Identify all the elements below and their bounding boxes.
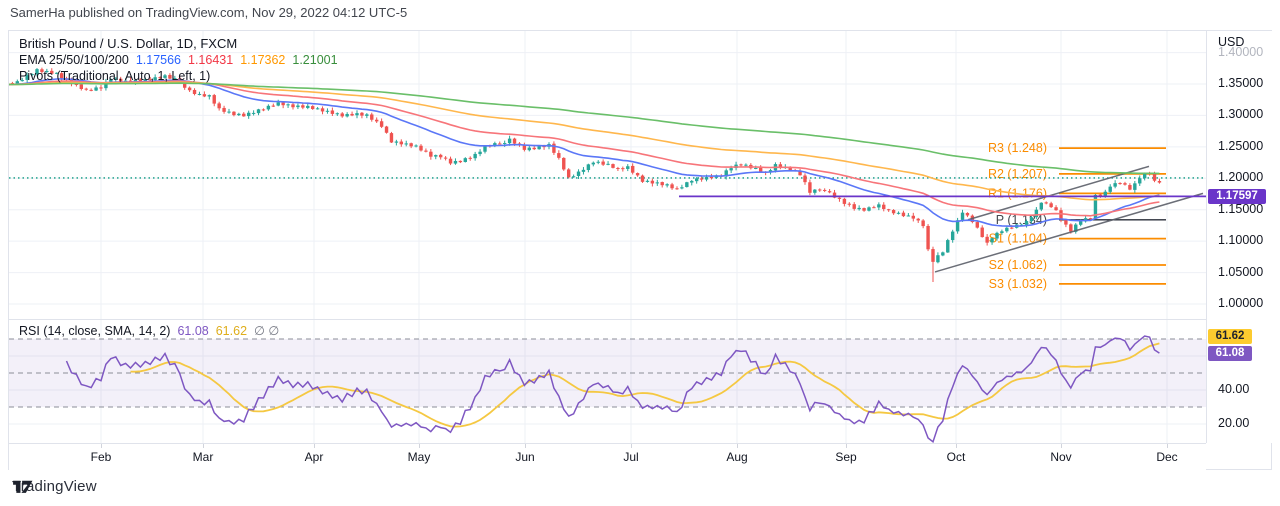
time-axis-tick (525, 444, 526, 448)
time-axis-tick (1167, 444, 1168, 448)
time-axis-label: Apr (304, 450, 324, 464)
ema-legend-row[interactable]: EMA 25/50/100/200 1.17566 1.16431 1.17362 1.… (19, 52, 338, 68)
ema-legend-value: 1.16431 (188, 53, 234, 67)
price-tick-label: 1.20000 (1218, 170, 1264, 185)
svg-text:S2 (1.062): S2 (1.062) (989, 258, 1047, 272)
rsi-ma-tag: 61.62 (1208, 329, 1252, 345)
rsi-tick-label: 40.00 (1218, 382, 1250, 396)
main-price-pane[interactable]: R3 (1.248) R2 (1.207) R1 (1.176) P (1.134) S… (9, 31, 1206, 319)
svg-text:S1 (1.104): S1 (1.104) (989, 232, 1047, 246)
time-axis-tick (1061, 444, 1062, 448)
time-axis-tick (314, 444, 315, 448)
rsi-legend: RSI (14, close, SMA, 14, 2) 61.08 61.62 ∅ ∅ (19, 323, 279, 339)
price-tick-label: 1.40000 (1218, 44, 1264, 59)
ema-25-line (9, 78, 1160, 228)
price-tick-label: 1.00000 (1218, 296, 1264, 310)
attribution-text: SamerHa published on TradingView.com, No… (10, 5, 408, 20)
time-axis-label: Sep (835, 450, 857, 464)
price-tick-label: 1.05000 (1218, 264, 1264, 279)
svg-text:S3 (1.032): S3 (1.032) (989, 277, 1047, 291)
ema-legend-value: 1.17566 (135, 53, 181, 67)
time-axis-label: Oct (946, 450, 966, 464)
rsi-pane[interactable]: RSI (14, close, SMA, 14, 2) 61.08 61.62 ∅ ∅ (9, 320, 1206, 443)
price-tick-label: 1.10000 (1218, 233, 1264, 248)
rsi-line (65, 335, 1160, 443)
time-axis-label: Jul (623, 450, 639, 464)
price-axis[interactable]: USD 1.40000 1.35000 1.30000 1.25000 1.20000 1… (1206, 31, 1272, 443)
tradingview-logo-icon (13, 480, 33, 493)
time-axis-label: Nov (1050, 450, 1072, 464)
price-axis-currency: USD (1218, 35, 1245, 49)
svg-text:R2 (1.207): R2 (1.207) (988, 167, 1047, 181)
main-legend: British Pound / U.S. Dollar, 1D, FXCM EM… (19, 36, 338, 84)
rsi-value-tag: 61.08 (1208, 346, 1252, 362)
time-axis-label: Dec (1156, 450, 1178, 464)
time-axis-tick (203, 444, 204, 448)
ema-legend-label: EMA 25/50/100/200 (19, 53, 129, 67)
time-axis-tick (631, 444, 632, 448)
ema-legend-value: 1.21001 (292, 53, 338, 67)
svg-text:P (1.134): P (1.134) (996, 213, 1047, 227)
time-axis-label: Feb (90, 450, 112, 464)
pivots-legend-row[interactable]: Pivots (Traditional, Auto, 1, Left, 1) (19, 69, 211, 83)
time-axis-label: Jun (515, 450, 535, 464)
time-axis-tick (101, 444, 102, 448)
price-tick-label: 1.15000 (1218, 201, 1264, 216)
pivot-levels-layer: R3 (1.248)R2 (1.207)R1 (1.176)P (1.134)S… (988, 141, 1166, 291)
price-tick-label: 1.25000 (1218, 138, 1264, 153)
ema-100-line (9, 81, 1160, 201)
rsi-tick-label: 20.00 (1218, 416, 1250, 430)
price-tick-label: 1.35000 (1218, 76, 1264, 90)
time-axis-label: May (407, 450, 431, 464)
price-line-tag: 1.17597 (1208, 188, 1266, 204)
chart-card: R3 (1.248) R2 (1.207) R1 (1.176) P (1.134) S… (8, 30, 1272, 470)
tradingview-logo-text: TradingView (12, 478, 97, 495)
rsi-chart[interactable] (9, 320, 1206, 443)
rsi-legend-value: 61.08 (177, 324, 209, 338)
candles-layer (9, 67, 1162, 283)
candlestick-chart[interactable]: R3 (1.248)R2 (1.207)R1 (1.176)P (1.134)S… (9, 31, 1206, 319)
time-axis[interactable]: Feb Mar Apr May Jun Jul Aug Sep Oct Nov Dec (9, 443, 1206, 470)
rsi-legend-label: RSI (14, close, SMA, 14, 2) (19, 324, 171, 338)
rsi-legend-value: ∅ ∅ (254, 324, 280, 338)
pane-divider[interactable] (9, 319, 1271, 320)
time-axis-tick (419, 444, 420, 448)
price-tick-label: 1.30000 (1218, 107, 1264, 122)
symbol-title[interactable]: British Pound / U.S. Dollar, 1D, FXCM (19, 36, 238, 51)
time-axis-label: Mar (192, 450, 214, 464)
time-axis-label: Aug (726, 450, 748, 464)
time-axis-tick (737, 444, 738, 448)
ema-200-line (9, 82, 1160, 175)
rsi-legend-row[interactable]: RSI (14, close, SMA, 14, 2) 61.08 61.62 ∅ ∅ (19, 323, 279, 339)
rsi-ma-line (130, 342, 1160, 428)
time-axis-tick (846, 444, 847, 448)
time-axis-tick (956, 444, 957, 448)
rsi-legend-value: 61.62 (215, 324, 248, 338)
ema-legend-value: 1.17362 (240, 53, 286, 67)
tradingview-brand[interactable]: TradingView (12, 478, 97, 495)
svg-text:R3 (1.248): R3 (1.248) (988, 141, 1047, 155)
